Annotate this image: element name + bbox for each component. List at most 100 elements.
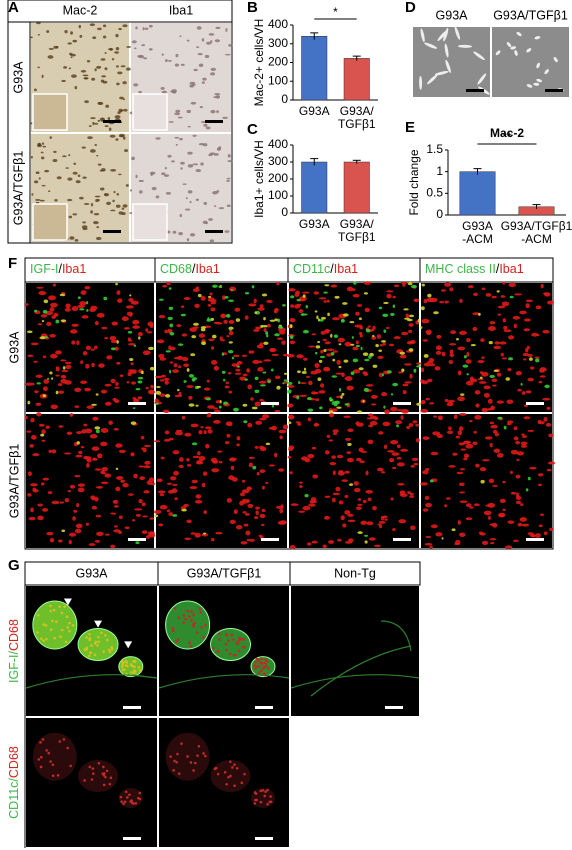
cell [193, 68, 198, 72]
cell [78, 24, 82, 29]
cell [183, 296, 191, 301]
cell [118, 515, 123, 520]
cell [449, 349, 454, 354]
x-tick-label: G93A/TGFβ1 [338, 217, 376, 244]
cell [233, 654, 236, 657]
cell [74, 528, 82, 534]
cell [94, 144, 98, 147]
cell [45, 310, 54, 316]
cell [485, 504, 493, 507]
column-header-part: / [192, 262, 196, 276]
y-tick-label: 0 [281, 92, 288, 106]
cell [175, 429, 183, 433]
cell [49, 537, 55, 543]
cell [278, 330, 286, 335]
cell [420, 400, 426, 405]
cell [301, 371, 307, 374]
cell [116, 361, 121, 365]
cell [98, 363, 105, 368]
cell [186, 385, 194, 388]
cell [94, 468, 102, 471]
cell [124, 149, 129, 152]
cell [244, 292, 250, 295]
cell [547, 461, 556, 465]
cell [473, 503, 480, 507]
cell [316, 315, 319, 320]
cell [158, 353, 165, 359]
cell [58, 425, 64, 428]
cell [266, 802, 269, 806]
cell [184, 208, 191, 211]
cell [131, 40, 137, 44]
cell [167, 328, 173, 333]
cell [100, 428, 109, 433]
cell [253, 664, 257, 667]
cell [52, 608, 56, 612]
cell [188, 615, 191, 618]
cell [416, 362, 422, 365]
cell [502, 480, 506, 484]
cell [108, 127, 112, 131]
cell [397, 462, 405, 467]
cell [296, 354, 304, 359]
cell [90, 348, 96, 351]
column-header: Mac-2 [63, 3, 98, 17]
cell [181, 305, 185, 309]
cell [553, 57, 558, 63]
cell [225, 28, 228, 31]
cell [497, 313, 502, 316]
cell [168, 306, 174, 310]
cell [488, 478, 495, 484]
cell [457, 396, 466, 402]
cell [180, 313, 186, 317]
cell [189, 200, 192, 204]
cell [520, 441, 528, 446]
tissue [78, 760, 119, 793]
cell [59, 501, 65, 504]
cell [205, 443, 210, 449]
cell [527, 377, 534, 382]
cell [229, 760, 232, 764]
cell [118, 173, 122, 176]
cell [71, 623, 75, 627]
cell [448, 343, 457, 346]
cell [323, 367, 331, 372]
cell [72, 213, 78, 216]
cell [164, 430, 170, 435]
x-tick-label-line: G93A/TGFβ1 [501, 219, 572, 233]
cell [344, 470, 350, 474]
cell [526, 84, 533, 88]
cell [94, 540, 101, 543]
cell [253, 802, 257, 805]
cell [89, 434, 98, 439]
cell [130, 421, 137, 425]
cell [42, 145, 47, 148]
cell [328, 540, 335, 544]
cell [49, 609, 53, 613]
cell [88, 125, 92, 128]
cell [45, 425, 50, 429]
cell [63, 452, 72, 455]
cell [79, 308, 85, 311]
cell [76, 340, 80, 346]
cell [217, 450, 223, 453]
cell [417, 318, 421, 323]
cell [362, 399, 365, 403]
cell [97, 119, 101, 122]
cell [326, 348, 335, 351]
cell [105, 769, 109, 773]
cell [287, 385, 295, 388]
cell [320, 355, 325, 359]
cell [302, 294, 306, 298]
cell [536, 334, 540, 337]
cell [180, 167, 183, 170]
scale-bar [393, 402, 411, 405]
row-label: CD11c/CD68 [7, 746, 21, 819]
scale-bar [526, 538, 544, 541]
cell [282, 424, 289, 430]
cell [365, 490, 374, 494]
cell [266, 788, 269, 792]
cell [177, 616, 181, 620]
cell [276, 281, 280, 286]
cell [288, 445, 295, 450]
